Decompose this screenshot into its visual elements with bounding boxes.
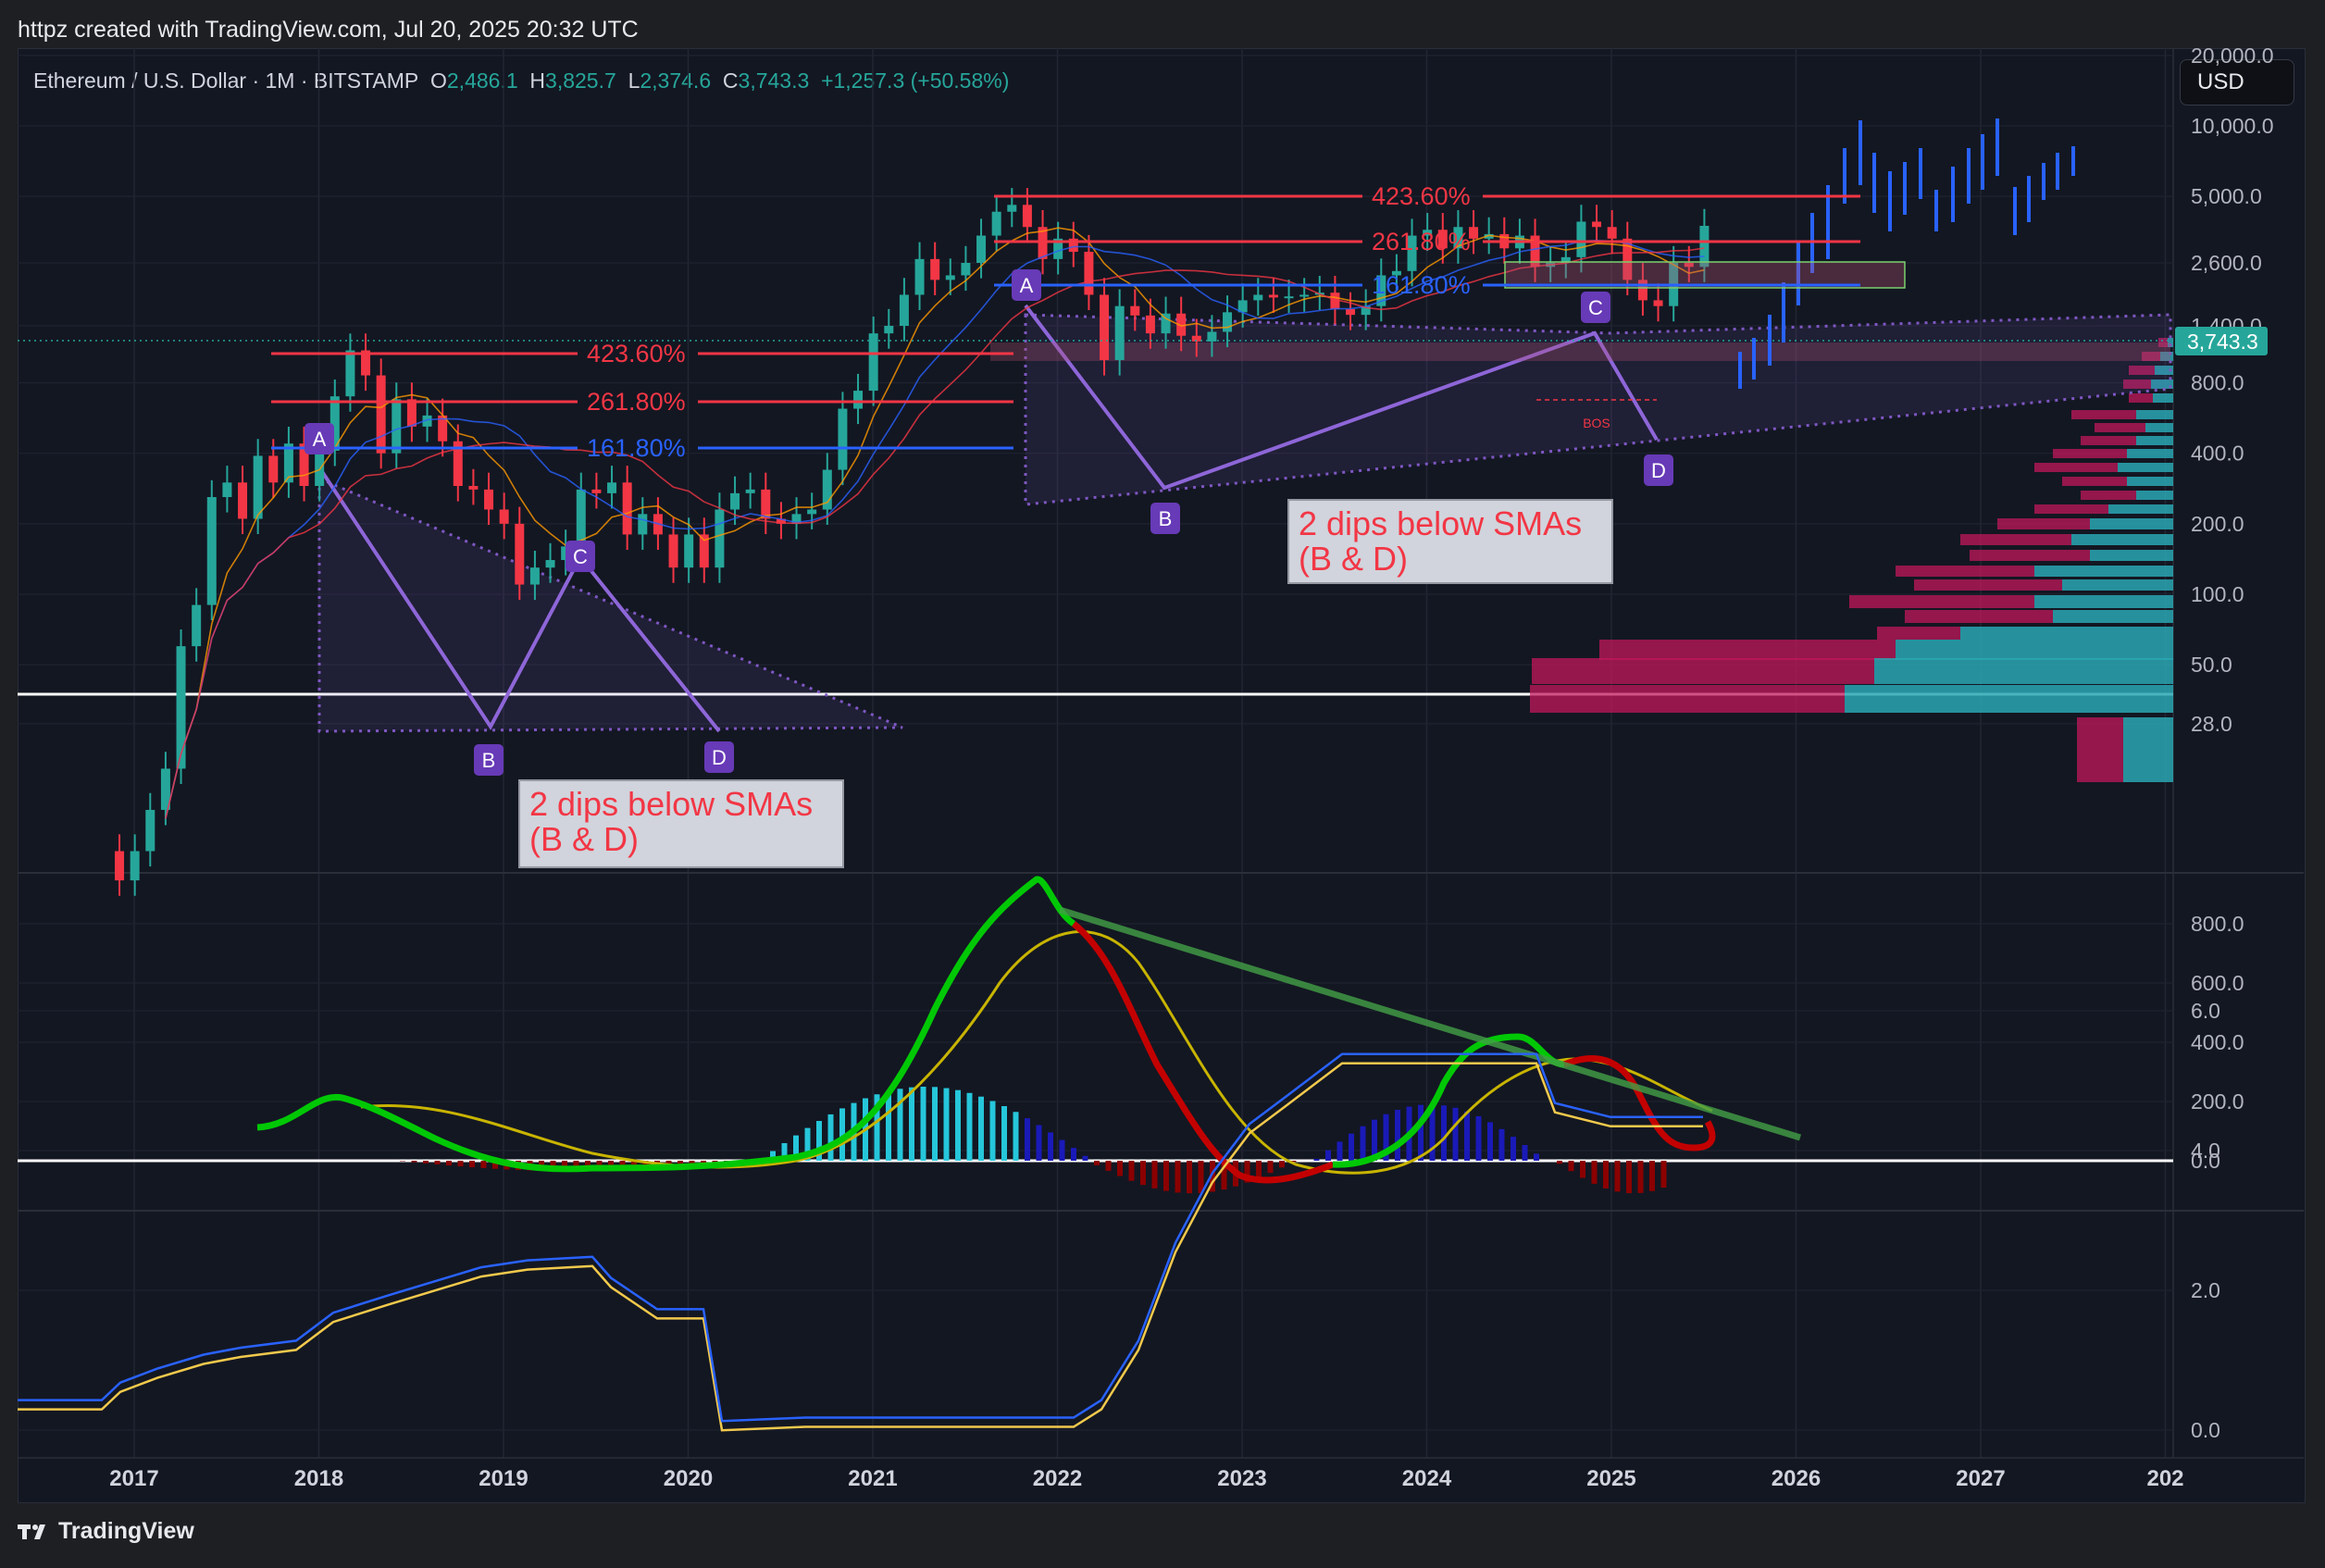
annotation-dips-2: 2 dips below SMAs (B & D): [1287, 499, 1613, 584]
annotation-dips-2-line1: 2 dips below SMAs: [1299, 504, 1583, 542]
close-value: 3,743.3: [738, 68, 810, 93]
brand-name: TradingView: [58, 1518, 194, 1544]
symbol-legend: Ethereum / U.S. Dollar · 1M · BITSTAMP O…: [33, 68, 1009, 93]
high-label: H: [529, 68, 546, 93]
annotation-dips-1-line1: 2 dips below SMAs: [529, 785, 814, 823]
change-value: +1,257.3 (+50.58%): [821, 68, 1010, 93]
open-value: 2,486.1: [446, 68, 518, 93]
annotation-dips-1-line2: (B & D): [529, 820, 640, 858]
tradingview-brand[interactable]: TradingView: [18, 1518, 194, 1545]
currency-button[interactable]: USD: [2180, 59, 2294, 106]
annotation-dips-2-line2: (B & D): [1299, 540, 1409, 578]
annotation-dips-1: 2 dips below SMAs (B & D): [518, 779, 844, 868]
low-value: 2,374.6: [640, 68, 712, 93]
tradingview-logo-icon: [18, 1524, 45, 1540]
chart-panel[interactable]: [18, 48, 2306, 1503]
low-label: L: [628, 68, 640, 93]
high-value: 3,825.7: [545, 68, 616, 93]
close-label: C: [722, 68, 739, 93]
attribution-text: httpz created with TradingView.com, Jul …: [18, 17, 639, 43]
open-label: O: [430, 68, 447, 93]
symbol-name: Ethereum / U.S. Dollar · 1M · BITSTAMP: [33, 68, 419, 93]
